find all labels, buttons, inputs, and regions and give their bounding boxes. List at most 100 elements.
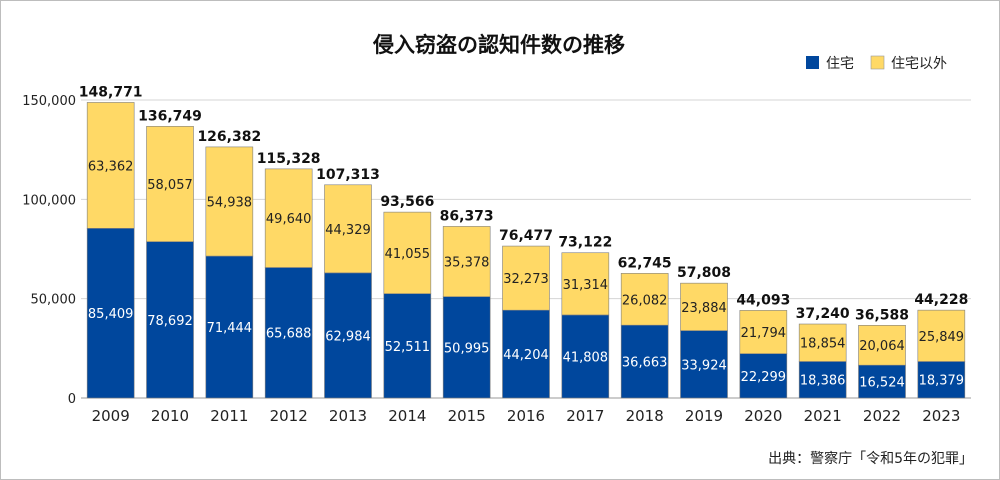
bar-group-2015: 50,995 35,378 86,373	[440, 208, 494, 399]
data-label-non-housing: 32,273	[503, 272, 549, 287]
data-label-housing: 18,386	[800, 374, 846, 389]
bar-non-housing	[146, 126, 194, 242]
bar-group-2012: 65,688 49,640 115,328	[257, 151, 321, 399]
total-label: 44,228	[914, 292, 968, 308]
data-label-non-housing: 49,640	[266, 212, 312, 227]
bar-housing	[264, 267, 313, 399]
bar-non-housing	[442, 226, 491, 297]
total-label: 136,749	[138, 108, 202, 124]
bar-non-housing	[502, 245, 550, 311]
data-label-non-housing: 31,314	[563, 278, 609, 293]
data-label-housing: 71,444	[207, 321, 253, 336]
data-label-non-housing: 20,064	[859, 339, 905, 354]
y-tick-label: 50,000	[31, 293, 77, 308]
bar-housing	[86, 228, 135, 399]
bar-non-housing	[86, 102, 135, 229]
data-label-housing: 50,995	[444, 341, 490, 356]
bar-housing	[798, 361, 847, 399]
bar-housing	[383, 293, 432, 399]
data-label-housing: 62,984	[325, 329, 371, 344]
total-label: 62,745	[618, 255, 672, 271]
data-label-housing: 52,511	[385, 340, 431, 355]
x-tick-label: 2013	[329, 407, 367, 425]
total-label: 86,373	[440, 208, 494, 224]
bar-housing	[442, 296, 491, 399]
data-label-housing: 22,299	[741, 370, 787, 385]
legend-label-housing: 住宅	[826, 56, 854, 72]
data-label-non-housing: 25,849	[919, 330, 965, 345]
x-tick-label: 2015	[448, 407, 486, 425]
data-label-non-housing: 23,884	[681, 301, 727, 316]
x-tick-label: 2018	[626, 407, 664, 425]
chart-title: 侵入窃盗の認知件数の推移	[372, 33, 625, 57]
bar-non-housing	[264, 168, 313, 268]
bar-non-housing	[383, 211, 432, 294]
bar-housing	[561, 314, 610, 399]
data-label-non-housing: 18,854	[800, 337, 846, 352]
data-label-housing: 18,379	[919, 374, 965, 389]
bar-housing	[680, 330, 728, 399]
bar-non-housing	[680, 282, 728, 331]
total-label: 93,566	[380, 194, 434, 210]
bar-non-housing	[620, 273, 669, 326]
data-label-non-housing: 63,362	[88, 159, 134, 174]
x-tick-label: 2019	[685, 407, 723, 425]
bar-group-2009: 85,409 63,362 148,771	[79, 84, 143, 399]
total-label: 126,382	[197, 129, 261, 145]
legend-label-non-housing: 住宅以外	[891, 56, 947, 72]
legend-swatch-non-housing	[870, 55, 885, 70]
bar-group-2014: 52,511 41,055 93,566	[380, 194, 434, 399]
y-tick-label: 100,000	[22, 193, 76, 208]
bar-group-2013: 62,984 44,329 107,313	[316, 167, 380, 399]
bar-group-2021: 18,386 18,854 37,240	[796, 306, 850, 399]
total-label: 44,093	[736, 292, 790, 308]
y-tick-label: 0	[68, 392, 76, 407]
bar-non-housing	[739, 310, 788, 354]
y-tick-label: 150,000	[22, 94, 76, 109]
bar-non-housing	[917, 309, 966, 362]
bar-group-2011: 71,444 54,938 126,382	[197, 129, 261, 399]
bar-non-housing	[324, 184, 372, 274]
total-label: 76,477	[499, 228, 553, 244]
data-label-non-housing: 54,938	[207, 195, 253, 210]
bar-housing	[205, 255, 254, 399]
data-label-non-housing: 44,329	[325, 223, 371, 238]
bar-group-2019: 33,924 23,884 57,808	[677, 265, 731, 399]
total-label: 107,313	[316, 167, 380, 183]
x-tick-label: 2017	[566, 407, 604, 425]
data-label-non-housing: 21,794	[741, 326, 787, 341]
x-tick-label: 2009	[92, 407, 130, 425]
legend-swatch-housing	[806, 56, 819, 69]
bar-non-housing	[798, 323, 847, 362]
bar-group-2020: 22,299 21,794 44,093	[736, 292, 790, 399]
bar-group-2017: 41,808 31,314 73,122	[558, 235, 612, 399]
total-label: 148,771	[79, 84, 143, 100]
x-tick-label: 2021	[804, 407, 842, 425]
total-label: 73,122	[558, 235, 612, 251]
data-label-housing: 33,924	[681, 358, 727, 373]
bar-non-housing	[205, 146, 254, 257]
source-note: 出典：警察庁「令和5年の犯罪」	[768, 450, 973, 467]
data-label-housing: 78,692	[147, 314, 193, 329]
bar-housing	[620, 324, 669, 399]
x-tick-label: 2023	[922, 407, 960, 425]
x-tick-label: 2014	[388, 407, 426, 425]
data-label-housing: 16,524	[859, 376, 905, 391]
bar-non-housing	[858, 325, 906, 366]
bars: 85,409 63,362 148,771 78,692 58,057 136,749 71…	[79, 84, 968, 399]
data-label-housing: 85,409	[88, 307, 134, 322]
data-label-housing: 41,808	[563, 350, 609, 365]
x-axis-ticks: 2009 2010 2011 2012 2013 2014 2015 2016 2017 2018…	[92, 407, 961, 425]
x-tick-label: 2012	[270, 407, 308, 425]
data-label-non-housing: 26,082	[622, 293, 668, 308]
legend: 住宅 住宅以外	[806, 55, 947, 72]
total-label: 36,588	[855, 307, 909, 323]
bar-group-2023: 18,379 25,849 44,228	[914, 292, 968, 399]
bar-group-2022: 16,524 20,064 36,588	[855, 307, 909, 399]
x-tick-label: 2016	[507, 407, 545, 425]
data-label-non-housing: 35,378	[444, 256, 490, 271]
x-tick-label: 2011	[210, 407, 248, 425]
bar-housing	[502, 309, 550, 399]
